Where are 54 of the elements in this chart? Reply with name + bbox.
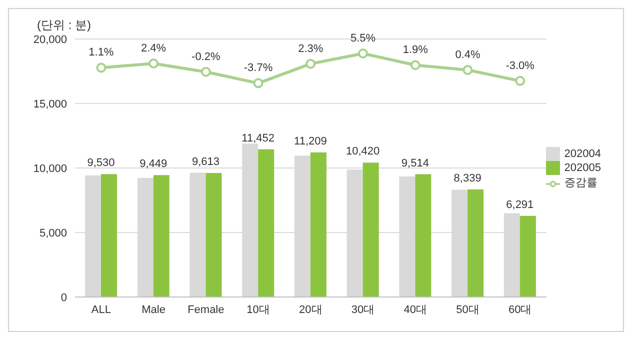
- y-tick-label: 10,000: [33, 162, 67, 175]
- x-tick-label: ALL: [91, 304, 111, 316]
- data-label: 8,339: [454, 172, 482, 184]
- bar: [310, 152, 326, 297]
- x-tick-label: 60대: [508, 304, 532, 316]
- bar: [258, 149, 274, 297]
- data-label: 9,613: [192, 156, 220, 168]
- data-label: -3.7%: [244, 62, 273, 74]
- point: [96, 62, 106, 73]
- data-label: 9,514: [401, 157, 429, 170]
- data-label: 9,530: [87, 157, 115, 170]
- data-label: 9,449: [140, 158, 168, 170]
- x-tick-label: 30대: [351, 304, 375, 316]
- data-label: 2.3%: [298, 42, 324, 55]
- data-label: 0.4%: [455, 48, 480, 61]
- data-label: 6,291: [506, 198, 534, 211]
- point: [306, 58, 316, 69]
- bar: [153, 175, 170, 297]
- legend-label: 202005: [564, 162, 601, 174]
- legend-label: 202004: [564, 148, 601, 160]
- x-tick-label: 10대: [246, 304, 270, 316]
- y-axis-title: (단위 : 분): [37, 17, 91, 34]
- y-tick-label: 0: [60, 292, 67, 304]
- bar: [362, 162, 379, 297]
- bar: [101, 174, 117, 297]
- bar: [206, 172, 222, 297]
- point: [462, 64, 473, 75]
- point: [358, 48, 368, 59]
- data-label: 5.5%: [350, 32, 376, 45]
- x-tick-label: 50대: [456, 304, 480, 316]
- data-label: 2.4%: [141, 42, 166, 55]
- bar: [468, 189, 484, 297]
- data-label: -0.2%: [192, 50, 220, 63]
- data-label: 11,452: [242, 132, 275, 144]
- point: [148, 58, 159, 69]
- data-label: 1.9%: [402, 44, 428, 56]
- point: [253, 78, 264, 88]
- y-tick-label: 5,000: [39, 227, 67, 240]
- data-label: -3.0%: [506, 60, 535, 72]
- point: [410, 60, 420, 70]
- point: [515, 76, 526, 86]
- data-label: 11,209: [294, 135, 327, 148]
- y-tick-label: 15,000: [33, 98, 67, 110]
- point: [200, 66, 211, 77]
- y-tick-label: 20,000: [33, 34, 67, 46]
- bar: [415, 174, 432, 297]
- x-tick-label: 40대: [404, 304, 427, 316]
- data-label: 1.1%: [88, 46, 114, 59]
- legend-label: 증감률: [564, 177, 598, 190]
- bar: [520, 216, 536, 297]
- x-tick-label: Female: [188, 304, 224, 316]
- x-tick-label: Male: [142, 304, 166, 316]
- x-tick-label: 20대: [299, 304, 322, 316]
- data-label: 10,420: [346, 146, 380, 158]
